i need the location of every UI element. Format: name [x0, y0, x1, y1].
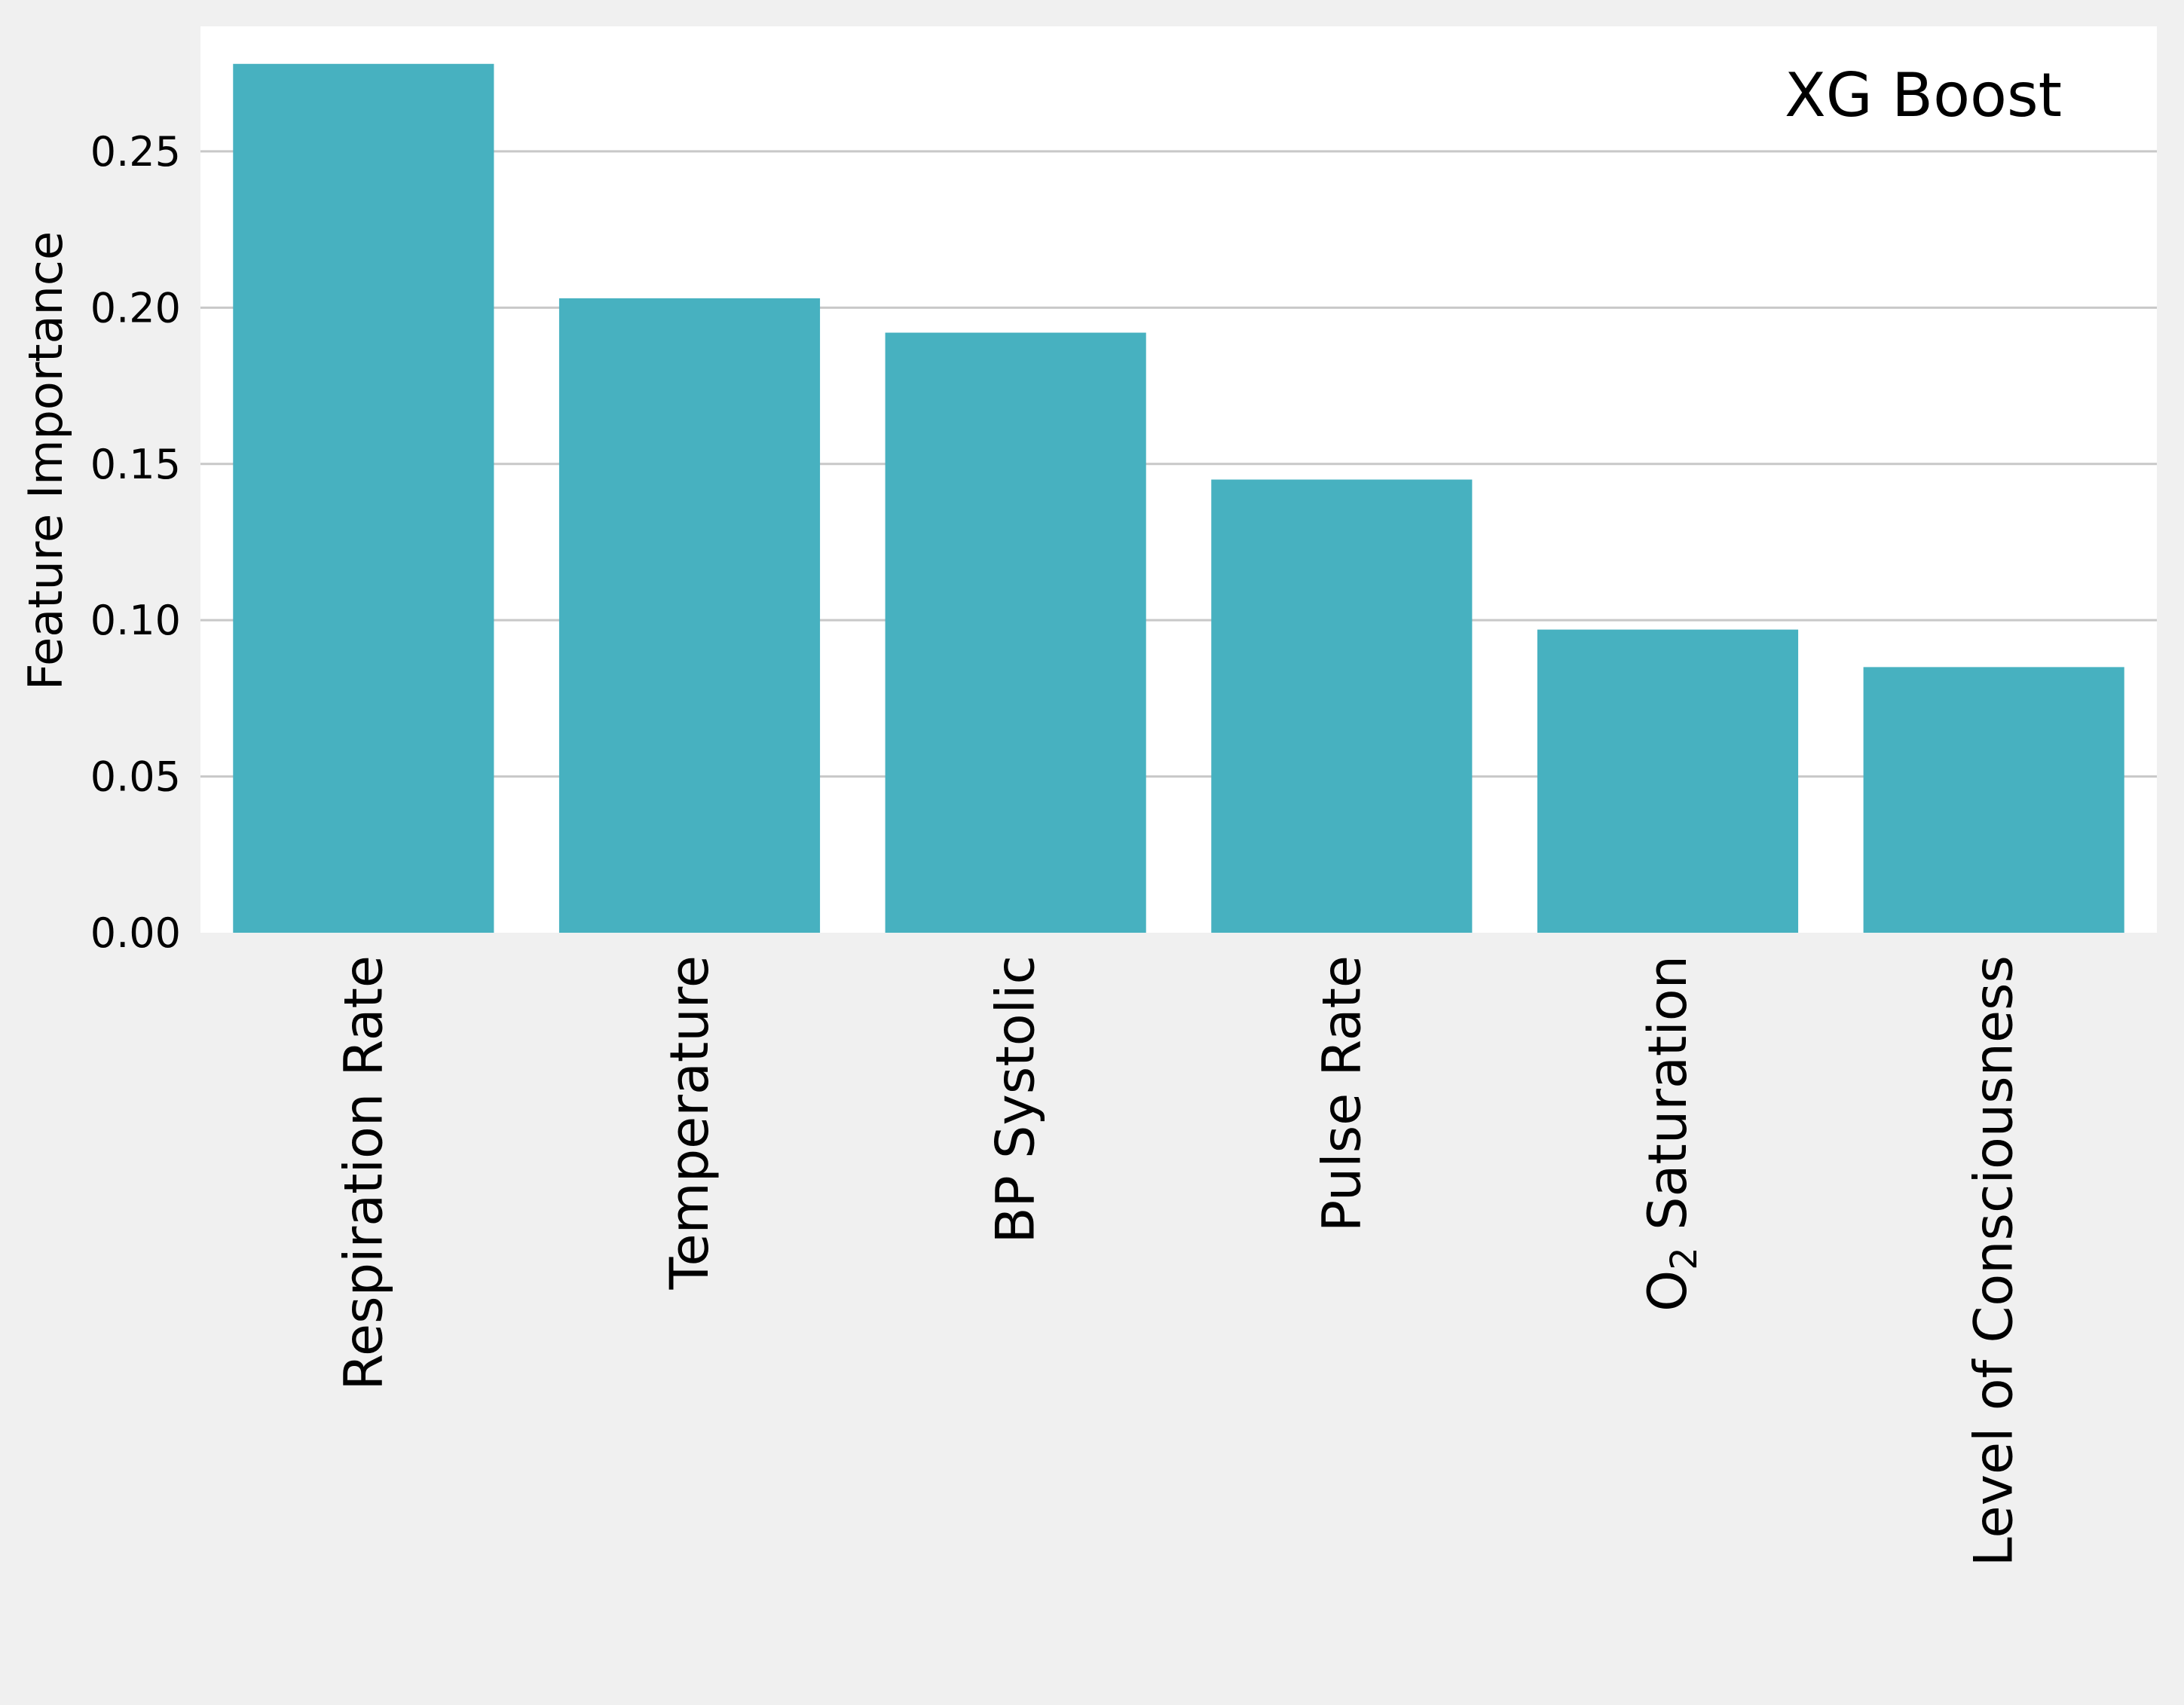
- y-tick-label: 0.25: [90, 128, 181, 176]
- plot-area: [200, 26, 2157, 933]
- bar: [233, 63, 494, 933]
- x-tick-label: O2 Saturation: [1637, 955, 1705, 1312]
- y-tick-label: 0.15: [90, 441, 181, 488]
- y-tick-labels: 0.00 0.05 0.10 0.15 0.20 0.25: [90, 128, 181, 957]
- x-tick-label: Level of Consciousness: [1963, 955, 2025, 1566]
- x-tick-label: Pulse Rate: [1311, 955, 1372, 1232]
- model-annotation: XG Boost: [1785, 60, 2062, 130]
- y-tick-label: 0.20: [90, 284, 181, 332]
- y-tick-label: 0.10: [90, 597, 181, 644]
- bar: [558, 298, 821, 933]
- grid-lines: [200, 150, 2157, 778]
- bar: [1211, 479, 1473, 933]
- y-tick-label: 0.05: [90, 753, 181, 801]
- bar: [1537, 629, 1799, 933]
- x-tick-label: BP Systolic: [985, 955, 1047, 1243]
- x-tick-label: Respiration Rate: [332, 955, 394, 1390]
- bar: [1863, 667, 2124, 933]
- bars: [233, 63, 2124, 933]
- y-tick-label: 0.00: [90, 909, 181, 957]
- y-axis-label: Feature Importance: [18, 231, 73, 690]
- x-tick-label: Temperature: [659, 955, 720, 1290]
- bar: [885, 332, 1146, 933]
- x-tick-labels: Respiration Rate Temperature BP Systolic Pu…: [332, 955, 2024, 1566]
